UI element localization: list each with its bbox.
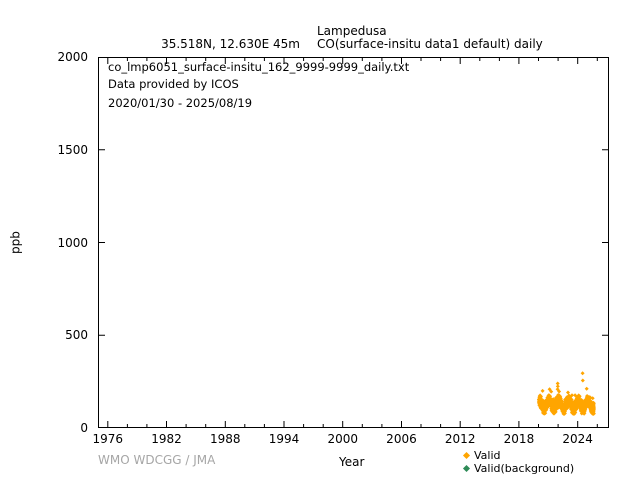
data-provider: Data provided by ICOS (108, 77, 239, 91)
station-location: 35.518N, 12.630E 45m (161, 37, 300, 51)
legend-row-valid: Valid (462, 449, 574, 462)
legend-label-valid-background: Valid(background) (474, 461, 575, 475)
station-name: Lampedusa (317, 24, 387, 38)
legend-label-valid: Valid (474, 448, 501, 462)
x-tick-label: 1976 (92, 432, 124, 446)
y-tick-label: 0 (80, 421, 88, 435)
y-tick-label: 1000 (57, 235, 88, 250)
data-filename: co_lmp6051_surface-insitu_162_9999-9999_… (108, 60, 410, 74)
x-tick-label: 1988 (209, 432, 241, 446)
x-tick-label: 2018 (503, 432, 535, 446)
legend: Valid Valid(background) (462, 449, 574, 475)
x-tick-label: 2012 (444, 432, 476, 446)
y-tick-label: 1500 (57, 142, 88, 157)
x-axis-label: Year (339, 455, 365, 469)
x-tick-label: 2024 (562, 432, 593, 446)
x-tick-label: 2000 (327, 432, 358, 446)
x-tick-label: 2006 (386, 432, 417, 446)
y-tick-label: 500 (65, 328, 88, 343)
valid-background-diamond-icon (462, 464, 471, 473)
data-period: 2020/01/30 - 2025/08/19 (108, 96, 253, 110)
y-tick-label: 2000 (57, 50, 88, 64)
plot-canvas (98, 57, 609, 428)
legend-row-valid-background: Valid(background) (462, 462, 574, 475)
y-axis-label: ppb (8, 231, 23, 254)
x-tick-label: 1994 (268, 432, 300, 446)
x-tick-label: 1982 (151, 432, 182, 446)
valid-diamond-icon (462, 451, 471, 460)
wdcgg-credit: WMO WDCGG / JMA (98, 453, 216, 467)
plot-area: co_lmp6051_surface-insitu_162_9999-9999_… (98, 57, 609, 428)
dataset-title: CO(surface-insitu data1 default) daily (317, 37, 543, 51)
